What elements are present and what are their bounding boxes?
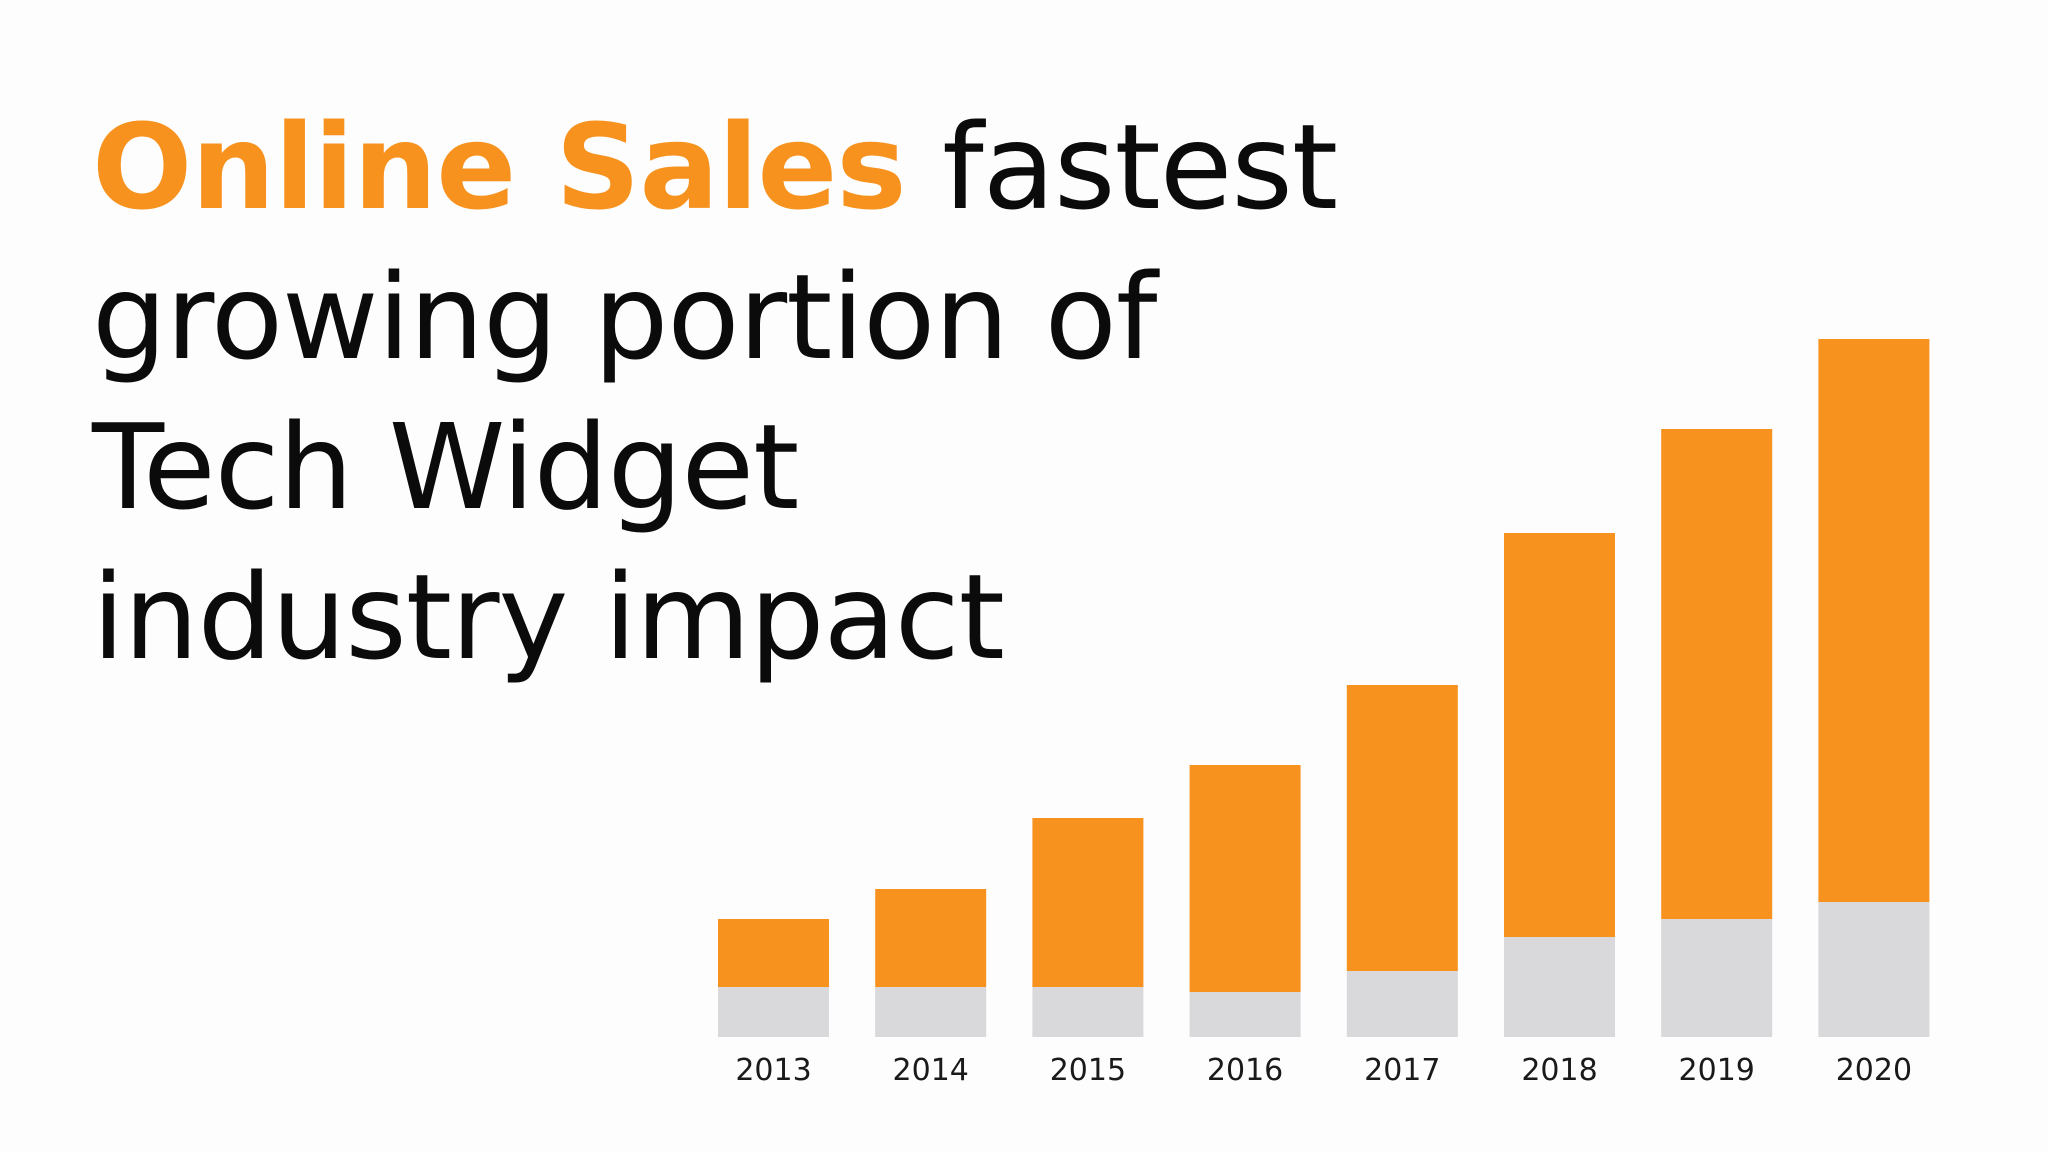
headline-line-1: Online Sales fastest <box>92 92 1492 242</box>
bar-base-segment-2020 <box>1818 902 1930 1037</box>
headline-line-3: Tech Widget <box>92 398 799 536</box>
x-tick-label-2013: 2013 <box>735 1053 811 1088</box>
bar-online-segment-2015 <box>1032 818 1144 987</box>
x-tick-label-2017: 2017 <box>1364 1053 1440 1088</box>
x-tick-label-2018: 2018 <box>1521 1053 1597 1088</box>
bar-online-segment-2020 <box>1818 339 1930 902</box>
headline: Online Sales fastest growing portion of … <box>92 92 1492 692</box>
bar-base-segment-2016 <box>1189 992 1301 1037</box>
x-tick-label-2014: 2014 <box>893 1053 969 1088</box>
bar-base-segment-2017 <box>1346 971 1458 1037</box>
bar-online-segment-2013 <box>718 919 829 987</box>
bar-online-segment-2017 <box>1346 685 1458 971</box>
bar-online-segment-2018 <box>1504 533 1615 937</box>
headline-accent: Online Sales <box>92 98 907 236</box>
x-tick-label-2020: 2020 <box>1836 1053 1912 1088</box>
bar-base-segment-2013 <box>718 987 829 1037</box>
bar-base-segment-2014 <box>875 987 987 1037</box>
bar-base-segment-2018 <box>1504 937 1615 1037</box>
x-tick-label-2016: 2016 <box>1207 1053 1283 1088</box>
headline-line-2: growing portion of <box>92 248 1157 386</box>
bar-online-segment-2019 <box>1661 429 1773 919</box>
x-tick-label-2019: 2019 <box>1679 1053 1755 1088</box>
x-tick-label-2015: 2015 <box>1050 1053 1126 1088</box>
headline-line-1-rest: fastest <box>942 98 1338 236</box>
headline-line-4: industry impact <box>92 548 1005 686</box>
bar-online-segment-2014 <box>875 889 987 987</box>
bar-online-segment-2016 <box>1189 765 1301 992</box>
bar-base-segment-2019 <box>1661 919 1773 1037</box>
bar-base-segment-2015 <box>1032 987 1144 1037</box>
